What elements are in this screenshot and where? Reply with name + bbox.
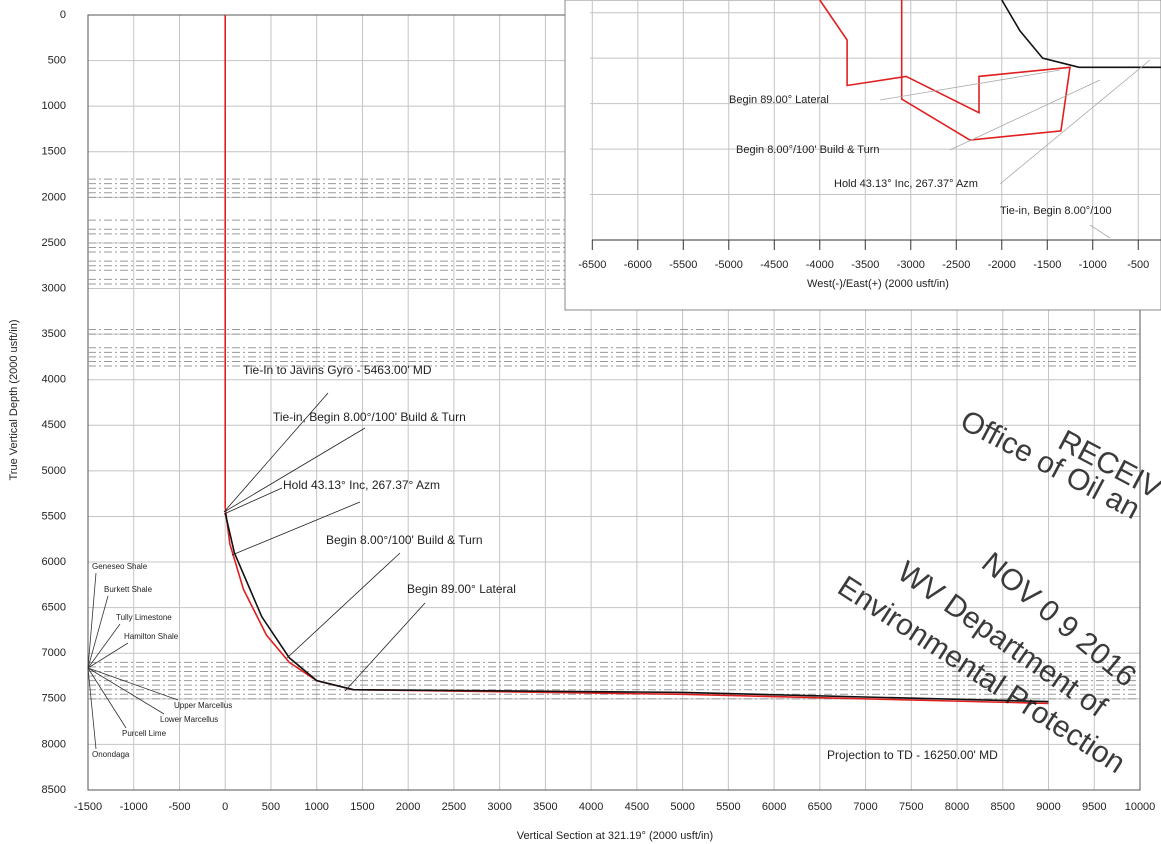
x-axis-title: West(-)/East(+) (2000 usft/in) [807,278,949,290]
y-tick-label: 500 [48,54,66,66]
annotation: Tie-In to Javins Gyro - 5463.00' MD [243,363,432,377]
formation-label: Upper Marcellus [174,701,232,710]
formation-leader [87,642,129,669]
y-tick-label: 6000 [42,556,66,568]
x-tick-label: -500 [1127,259,1149,271]
y-tick-label: 7000 [42,647,66,659]
y-axis-title: True Vertical Depth (2000 usft/in) [8,319,20,480]
x-tick-label: 6000 [762,801,786,813]
x-tick-label: 3500 [533,801,557,813]
x-tick-label: -500 [168,801,190,813]
y-tick-label: 6500 [42,602,66,614]
annotation-leader [344,602,426,692]
formation-leader [87,667,97,750]
formation-label: Lower Marcellus [160,715,218,724]
annotation: Hold 43.13° Inc, 267.37° Azm [283,478,440,492]
annotation-leader [223,427,366,513]
formation-leader [87,667,179,701]
x-tick-label: -3500 [851,259,879,271]
x-tick-label: 1000 [304,801,328,813]
x-tick-label: -6000 [624,259,652,271]
x-tick-label: -1000 [1079,259,1107,271]
x-tick-label: -2500 [942,259,970,271]
annotation: Projection to TD - 16250.00' MD [827,748,998,762]
formation-leader [87,595,109,669]
annotation-leader [999,59,1151,185]
y-tick-label: 2500 [42,237,66,249]
y-tick-label: 5500 [42,510,66,522]
formation-label: Tully Limestone [116,613,172,622]
y-tick-label: 5000 [42,465,66,477]
annotation: Begin 8.00°/100' Build & Turn [736,144,879,156]
x-tick-label: 500 [262,801,280,813]
x-tick-label: -3000 [897,259,925,271]
formation-label: Burkett Shale [104,585,153,594]
y-tick-label: 3000 [42,282,66,294]
formation-leader [87,667,127,729]
x-tick-label: 10000 [1125,801,1156,813]
x-tick-label: 5000 [670,801,694,813]
x-tick-label: 3000 [487,801,511,813]
annotation-leader [231,501,361,556]
x-tick-label: 4500 [625,801,649,813]
x-tick-label: 2000 [396,801,420,813]
annotation: Tie-in, Begin 8.00°/100 [1000,205,1112,217]
x-tick-label: 8000 [945,801,969,813]
annotation-leader [223,392,329,513]
formation-leader [87,667,165,715]
x-tick-label: 7000 [853,801,877,813]
formation-label: Purcell Lime [122,729,167,738]
x-tick-label: 8500 [991,801,1015,813]
y-tick-label: 8000 [42,738,66,750]
y-tick-label: 1500 [42,146,66,158]
x-tick-label: -1500 [74,801,102,813]
formation-leader [87,623,121,669]
annotation-leader [223,487,283,515]
x-tick-label: 2500 [442,801,466,813]
annotation: Tie-in, Begin 8.00°/100' Build & Turn [273,410,466,424]
annotation: Begin 89.00° Lateral [729,94,829,106]
x-tick-label: -4000 [806,259,834,271]
trajectory-line [1001,0,1161,69]
trajectory-line [224,512,1049,703]
annotation: Begin 89.00° Lateral [407,582,516,596]
formation-label: Onondaga [92,750,130,759]
annotation-leader [949,79,1101,151]
annotation: Begin 8.00°/100' Build & Turn [326,533,483,547]
x-tick-label: 1500 [350,801,374,813]
annotation-leader [1089,224,1111,239]
x-tick-label: -4500 [760,259,788,271]
y-tick-label: 3500 [42,328,66,340]
formation-leader [87,572,97,669]
y-tick-label: 1000 [42,100,66,112]
x-tick-label: 7500 [899,801,923,813]
x-tick-label: -1000 [120,801,148,813]
x-tick-label: -1500 [1033,259,1061,271]
x-tick-label: 0 [222,801,228,813]
x-tick-label: -6500 [578,259,606,271]
x-tick-label: 4000 [579,801,603,813]
annotation-leader [286,552,401,659]
inset-background [564,0,1161,311]
annotation: Hold 43.13° Inc, 267.37° Azm [834,178,978,190]
x-tick-label: -5000 [715,259,743,271]
y-tick-label: 4000 [42,374,66,386]
formation-label: Geneseo Shale [92,562,148,571]
x-tick-label: -5500 [669,259,697,271]
x-axis-title: Vertical Section at 321.19° (2000 usft/i… [517,830,713,842]
y-tick-label: 2000 [42,191,66,203]
formation-label: Hamilton Shale [124,632,179,641]
x-tick-label: 9000 [1036,801,1060,813]
trajectory-line [819,0,1071,141]
x-tick-label: 6500 [808,801,832,813]
y-tick-label: 4500 [42,419,66,431]
y-tick-label: 0 [60,9,66,21]
x-tick-label: -2000 [988,259,1016,271]
y-tick-label: 7500 [42,693,66,705]
x-tick-label: 9500 [1082,801,1106,813]
y-tick-label: 8500 [42,784,66,796]
annotation-leader [879,69,1061,101]
x-tick-label: 5500 [716,801,740,813]
